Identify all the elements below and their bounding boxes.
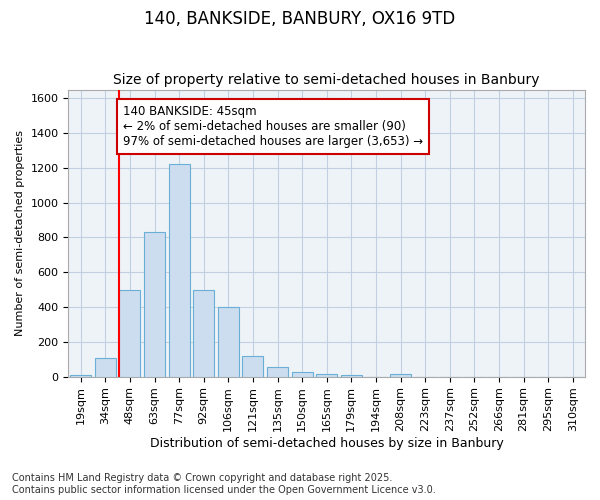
Bar [119, 290, 140, 376]
Bar [218, 307, 239, 376]
Bar [316, 374, 337, 376]
Bar [242, 356, 263, 376]
Bar [70, 375, 91, 376]
Bar [390, 374, 411, 376]
Text: 140, BANKSIDE, BANBURY, OX16 9TD: 140, BANKSIDE, BANBURY, OX16 9TD [145, 10, 455, 28]
Bar [341, 375, 362, 376]
Bar [292, 372, 313, 376]
X-axis label: Distribution of semi-detached houses by size in Banbury: Distribution of semi-detached houses by … [150, 437, 503, 450]
Bar [169, 164, 190, 376]
Bar [193, 290, 214, 376]
Text: 140 BANKSIDE: 45sqm
← 2% of semi-detached houses are smaller (90)
97% of semi-de: 140 BANKSIDE: 45sqm ← 2% of semi-detache… [123, 105, 423, 148]
Bar [95, 358, 116, 376]
Title: Size of property relative to semi-detached houses in Banbury: Size of property relative to semi-detach… [113, 73, 540, 87]
Bar [144, 232, 165, 376]
Bar [267, 367, 288, 376]
Y-axis label: Number of semi-detached properties: Number of semi-detached properties [15, 130, 25, 336]
Text: Contains HM Land Registry data © Crown copyright and database right 2025.
Contai: Contains HM Land Registry data © Crown c… [12, 474, 436, 495]
